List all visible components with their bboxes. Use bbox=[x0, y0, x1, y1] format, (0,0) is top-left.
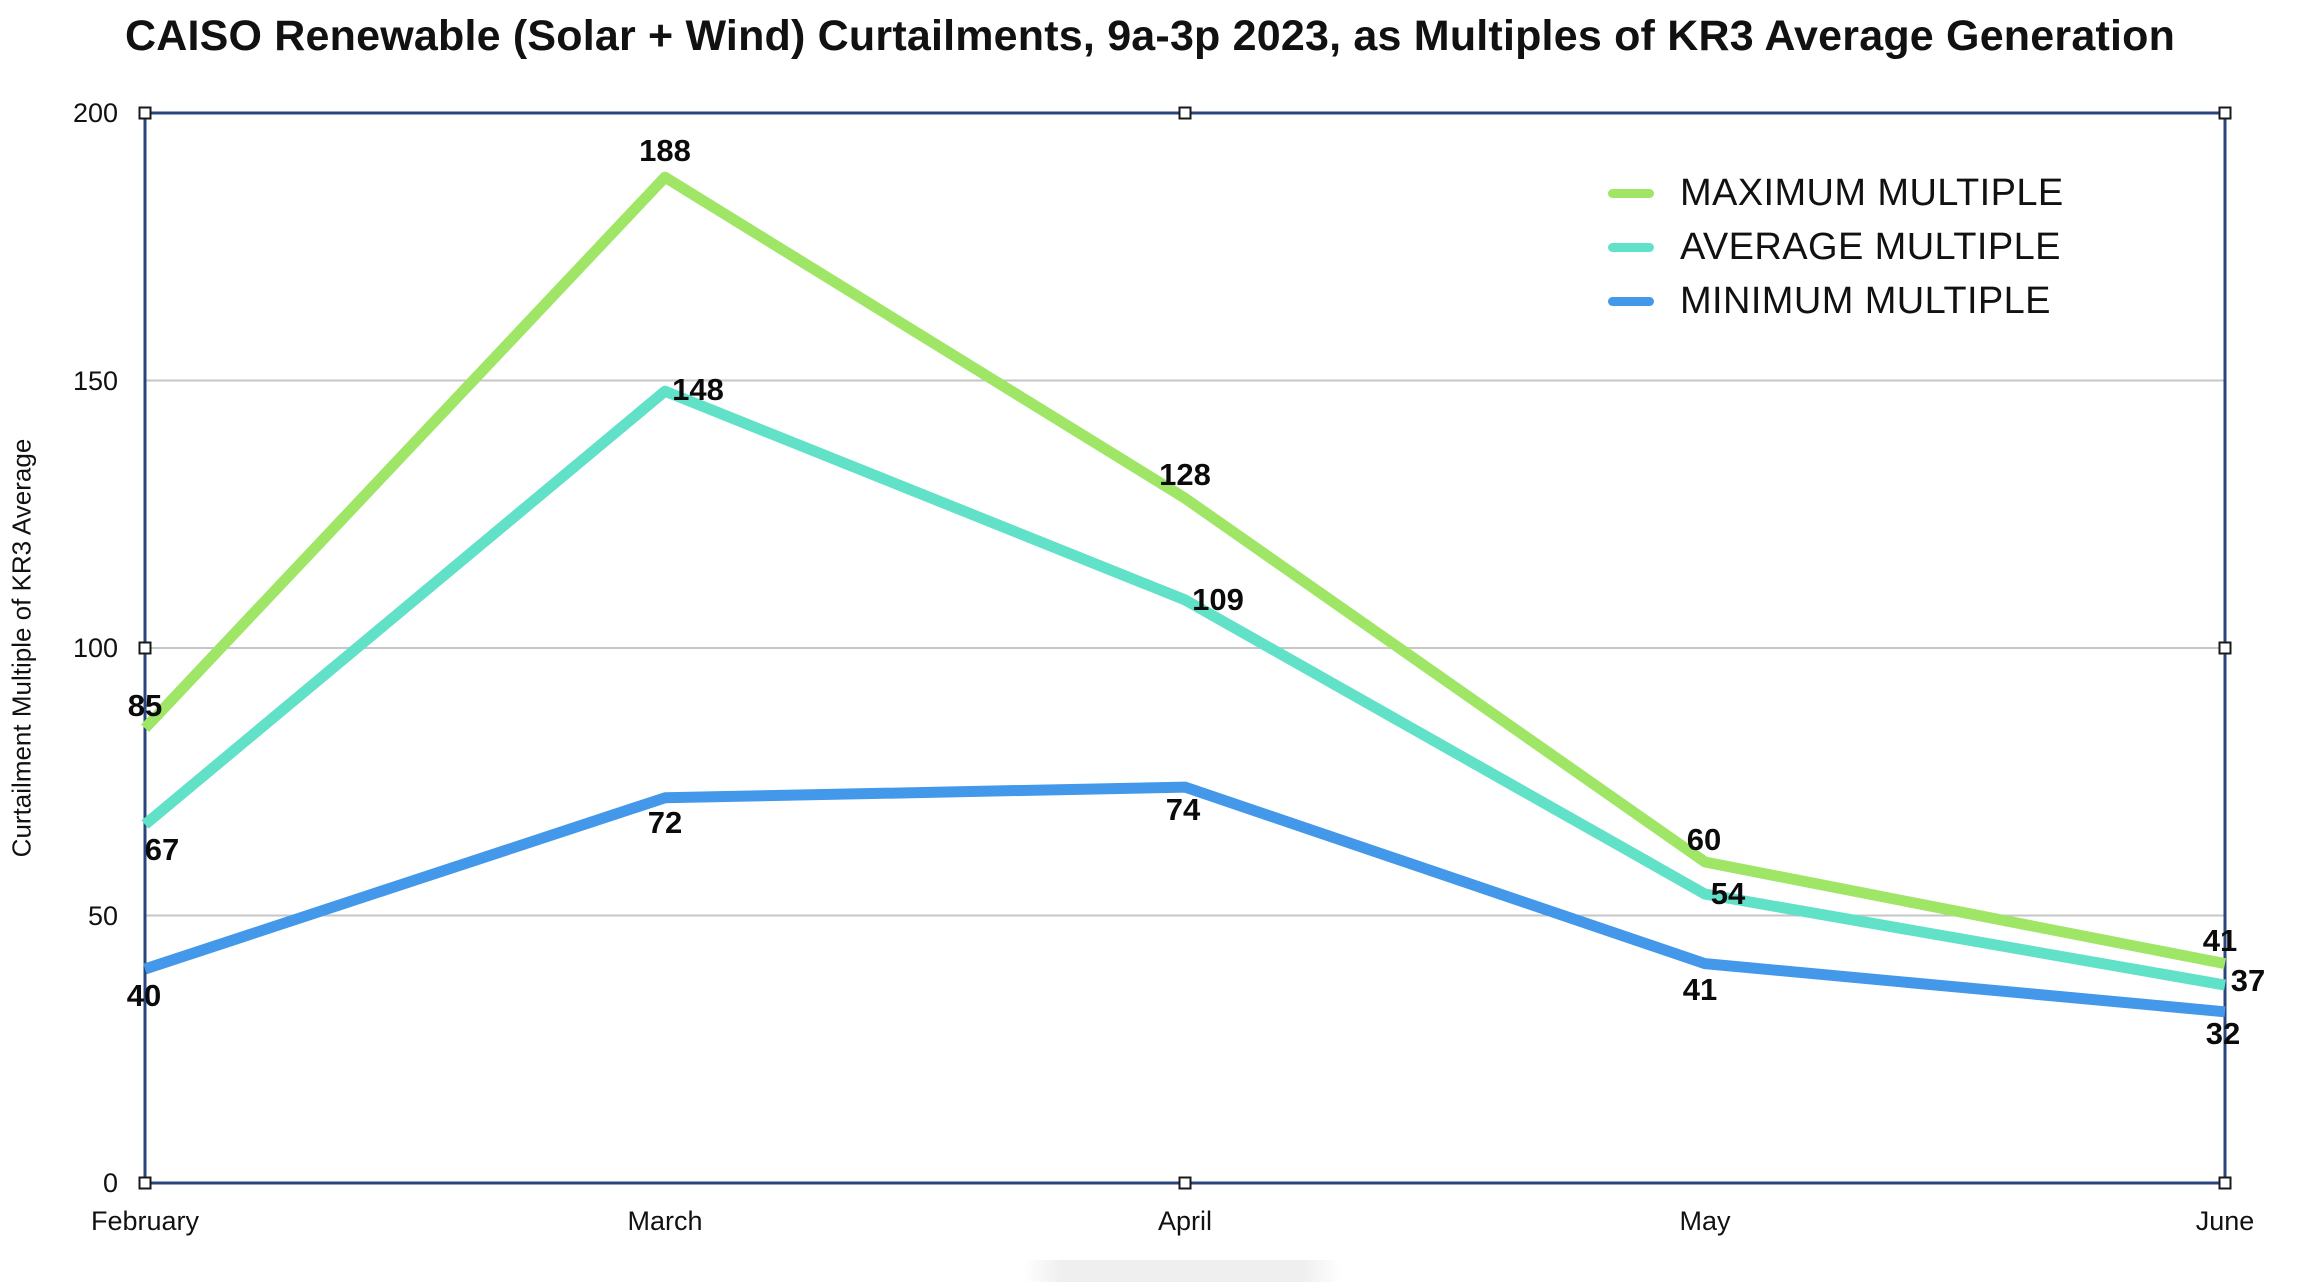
selection-handle[interactable] bbox=[2218, 1176, 2232, 1190]
legend-swatch-icon bbox=[1608, 188, 1654, 198]
selection-handle[interactable] bbox=[1178, 106, 1192, 120]
legend-swatch-icon bbox=[1608, 296, 1654, 306]
legend: MAXIMUM MULTIPLE AVERAGE MULTIPLE MINIMUM … bbox=[1608, 172, 2064, 334]
legend-label: MAXIMUM MULTIPLE bbox=[1680, 171, 2064, 214]
selection-handle[interactable] bbox=[138, 106, 152, 120]
selection-handle[interactable] bbox=[2218, 641, 2232, 655]
legend-label: AVERAGE MULTIPLE bbox=[1680, 225, 2061, 268]
selection-handle[interactable] bbox=[1178, 1176, 1192, 1190]
legend-swatch-icon bbox=[1608, 242, 1654, 252]
legend-item[interactable]: MAXIMUM MULTIPLE bbox=[1608, 172, 2064, 214]
legend-item[interactable]: AVERAGE MULTIPLE bbox=[1608, 226, 2064, 268]
legend-item[interactable]: MINIMUM MULTIPLE bbox=[1608, 280, 2064, 322]
chart-title: CAISO Renewable (Solar + Wind) Curtailme… bbox=[124, 12, 2176, 60]
selection-handle[interactable] bbox=[138, 1176, 152, 1190]
series-line-minimum-multiple[interactable] bbox=[143, 781, 2226, 1018]
bottom-ui-pill bbox=[1023, 1260, 1341, 1282]
selection-handle[interactable] bbox=[2218, 106, 2232, 120]
selection-handle[interactable] bbox=[138, 641, 152, 655]
series-line-average-multiple[interactable] bbox=[141, 385, 2226, 991]
legend-label: MINIMUM MULTIPLE bbox=[1680, 279, 2051, 322]
series-line-maximum-multiple[interactable] bbox=[140, 171, 2227, 970]
